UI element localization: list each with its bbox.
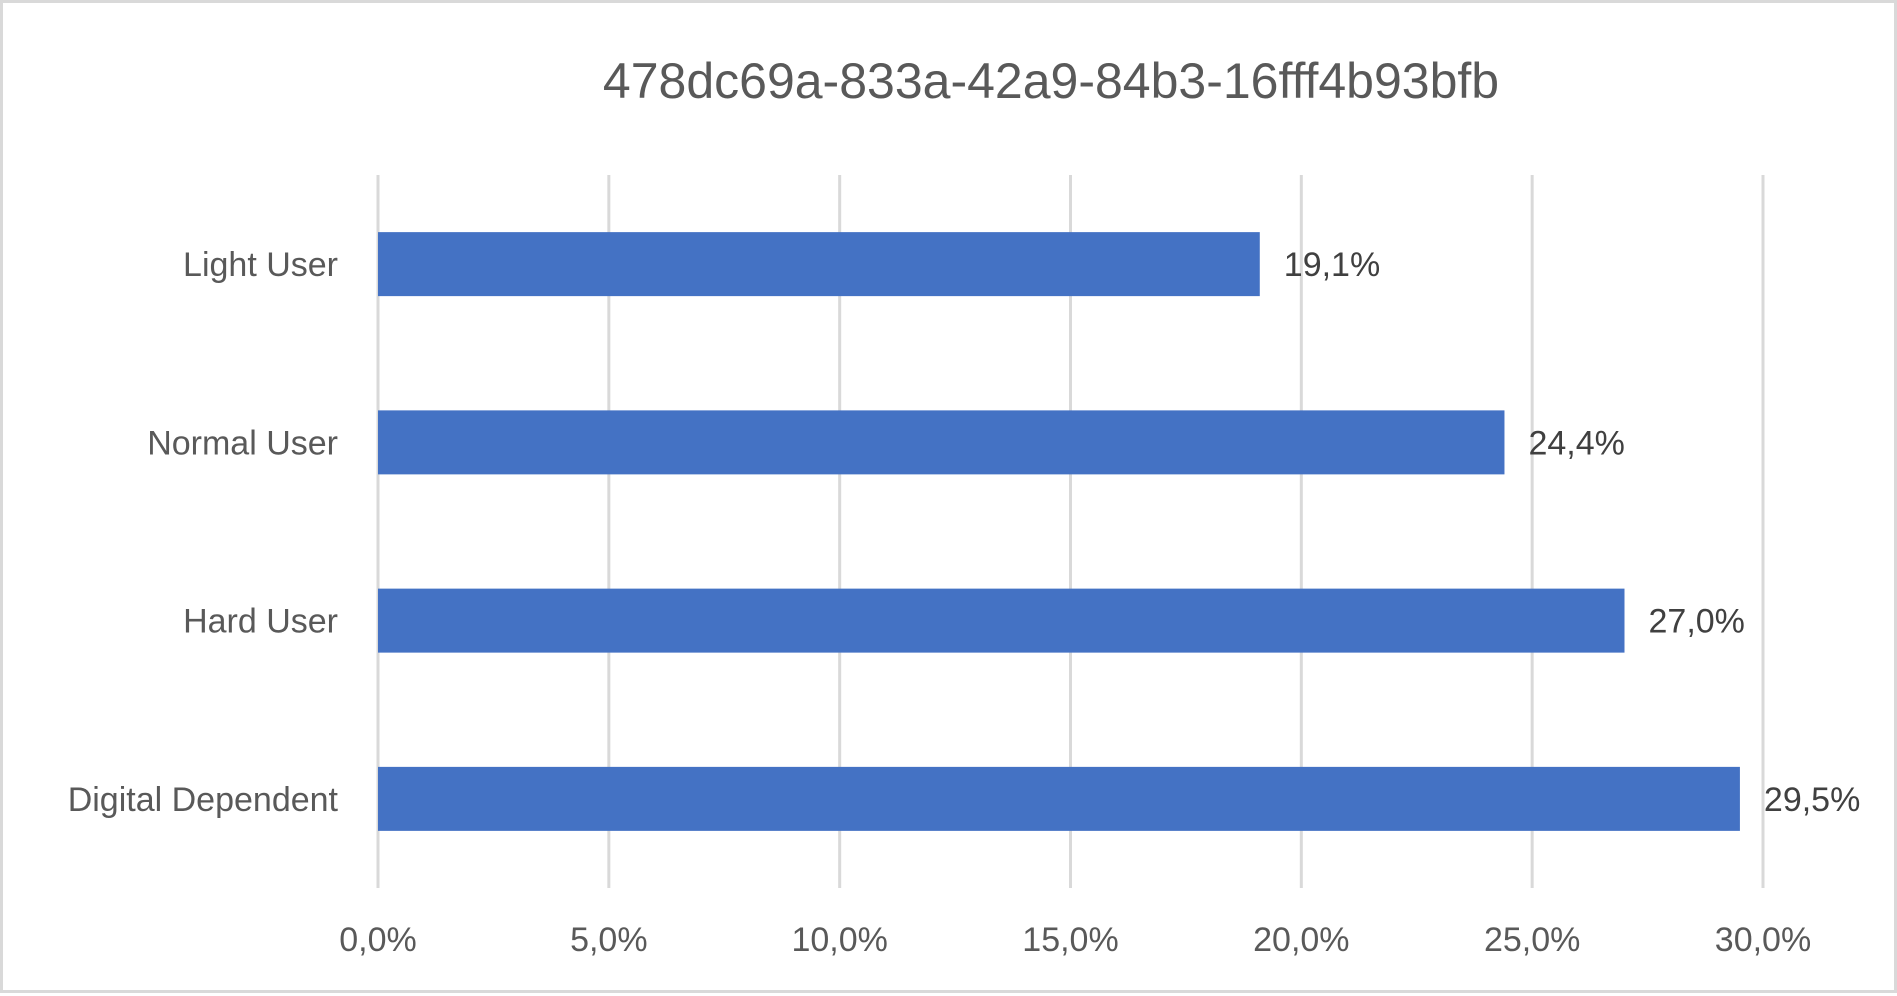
chart-title: 478dc69a-833a-42a9-84b3-16fff4b93bfb bbox=[603, 53, 1499, 109]
x-tick-label: 0,0% bbox=[339, 921, 417, 959]
data-label: 24,4% bbox=[1528, 424, 1624, 462]
bar bbox=[378, 588, 1625, 653]
data-label: 29,5% bbox=[1764, 781, 1860, 819]
x-tick-label: 30,0% bbox=[1715, 921, 1811, 959]
x-tick-label: 25,0% bbox=[1484, 921, 1580, 959]
bar bbox=[378, 232, 1260, 297]
data-label: 27,0% bbox=[1649, 603, 1745, 641]
bar bbox=[378, 410, 1505, 475]
category-label: Digital Dependent bbox=[68, 781, 339, 819]
x-axis-tick-labels: 0,0% 5,0% 10,0% 15,0% 20,0% 25,0% 30,0% bbox=[339, 921, 1811, 959]
bars bbox=[378, 232, 1740, 831]
bar bbox=[378, 766, 1740, 831]
category-label: Light User bbox=[183, 246, 338, 284]
x-tick-label: 5,0% bbox=[570, 921, 648, 959]
category-label: Normal User bbox=[147, 424, 338, 462]
data-labels: 19,1% 24,4% 27,0% 29,5% bbox=[1284, 246, 1861, 819]
bar-chart: 478dc69a-833a-42a9-84b3-16fff4b93bfb 19,… bbox=[68, 53, 1861, 959]
category-labels: Light User Normal User Hard User Digital De… bbox=[68, 246, 339, 819]
x-tick-label: 20,0% bbox=[1253, 921, 1349, 959]
category-label: Hard User bbox=[183, 603, 338, 641]
x-tick-label: 10,0% bbox=[791, 921, 887, 959]
data-label: 19,1% bbox=[1284, 246, 1380, 284]
x-tick-label: 15,0% bbox=[1022, 921, 1118, 959]
